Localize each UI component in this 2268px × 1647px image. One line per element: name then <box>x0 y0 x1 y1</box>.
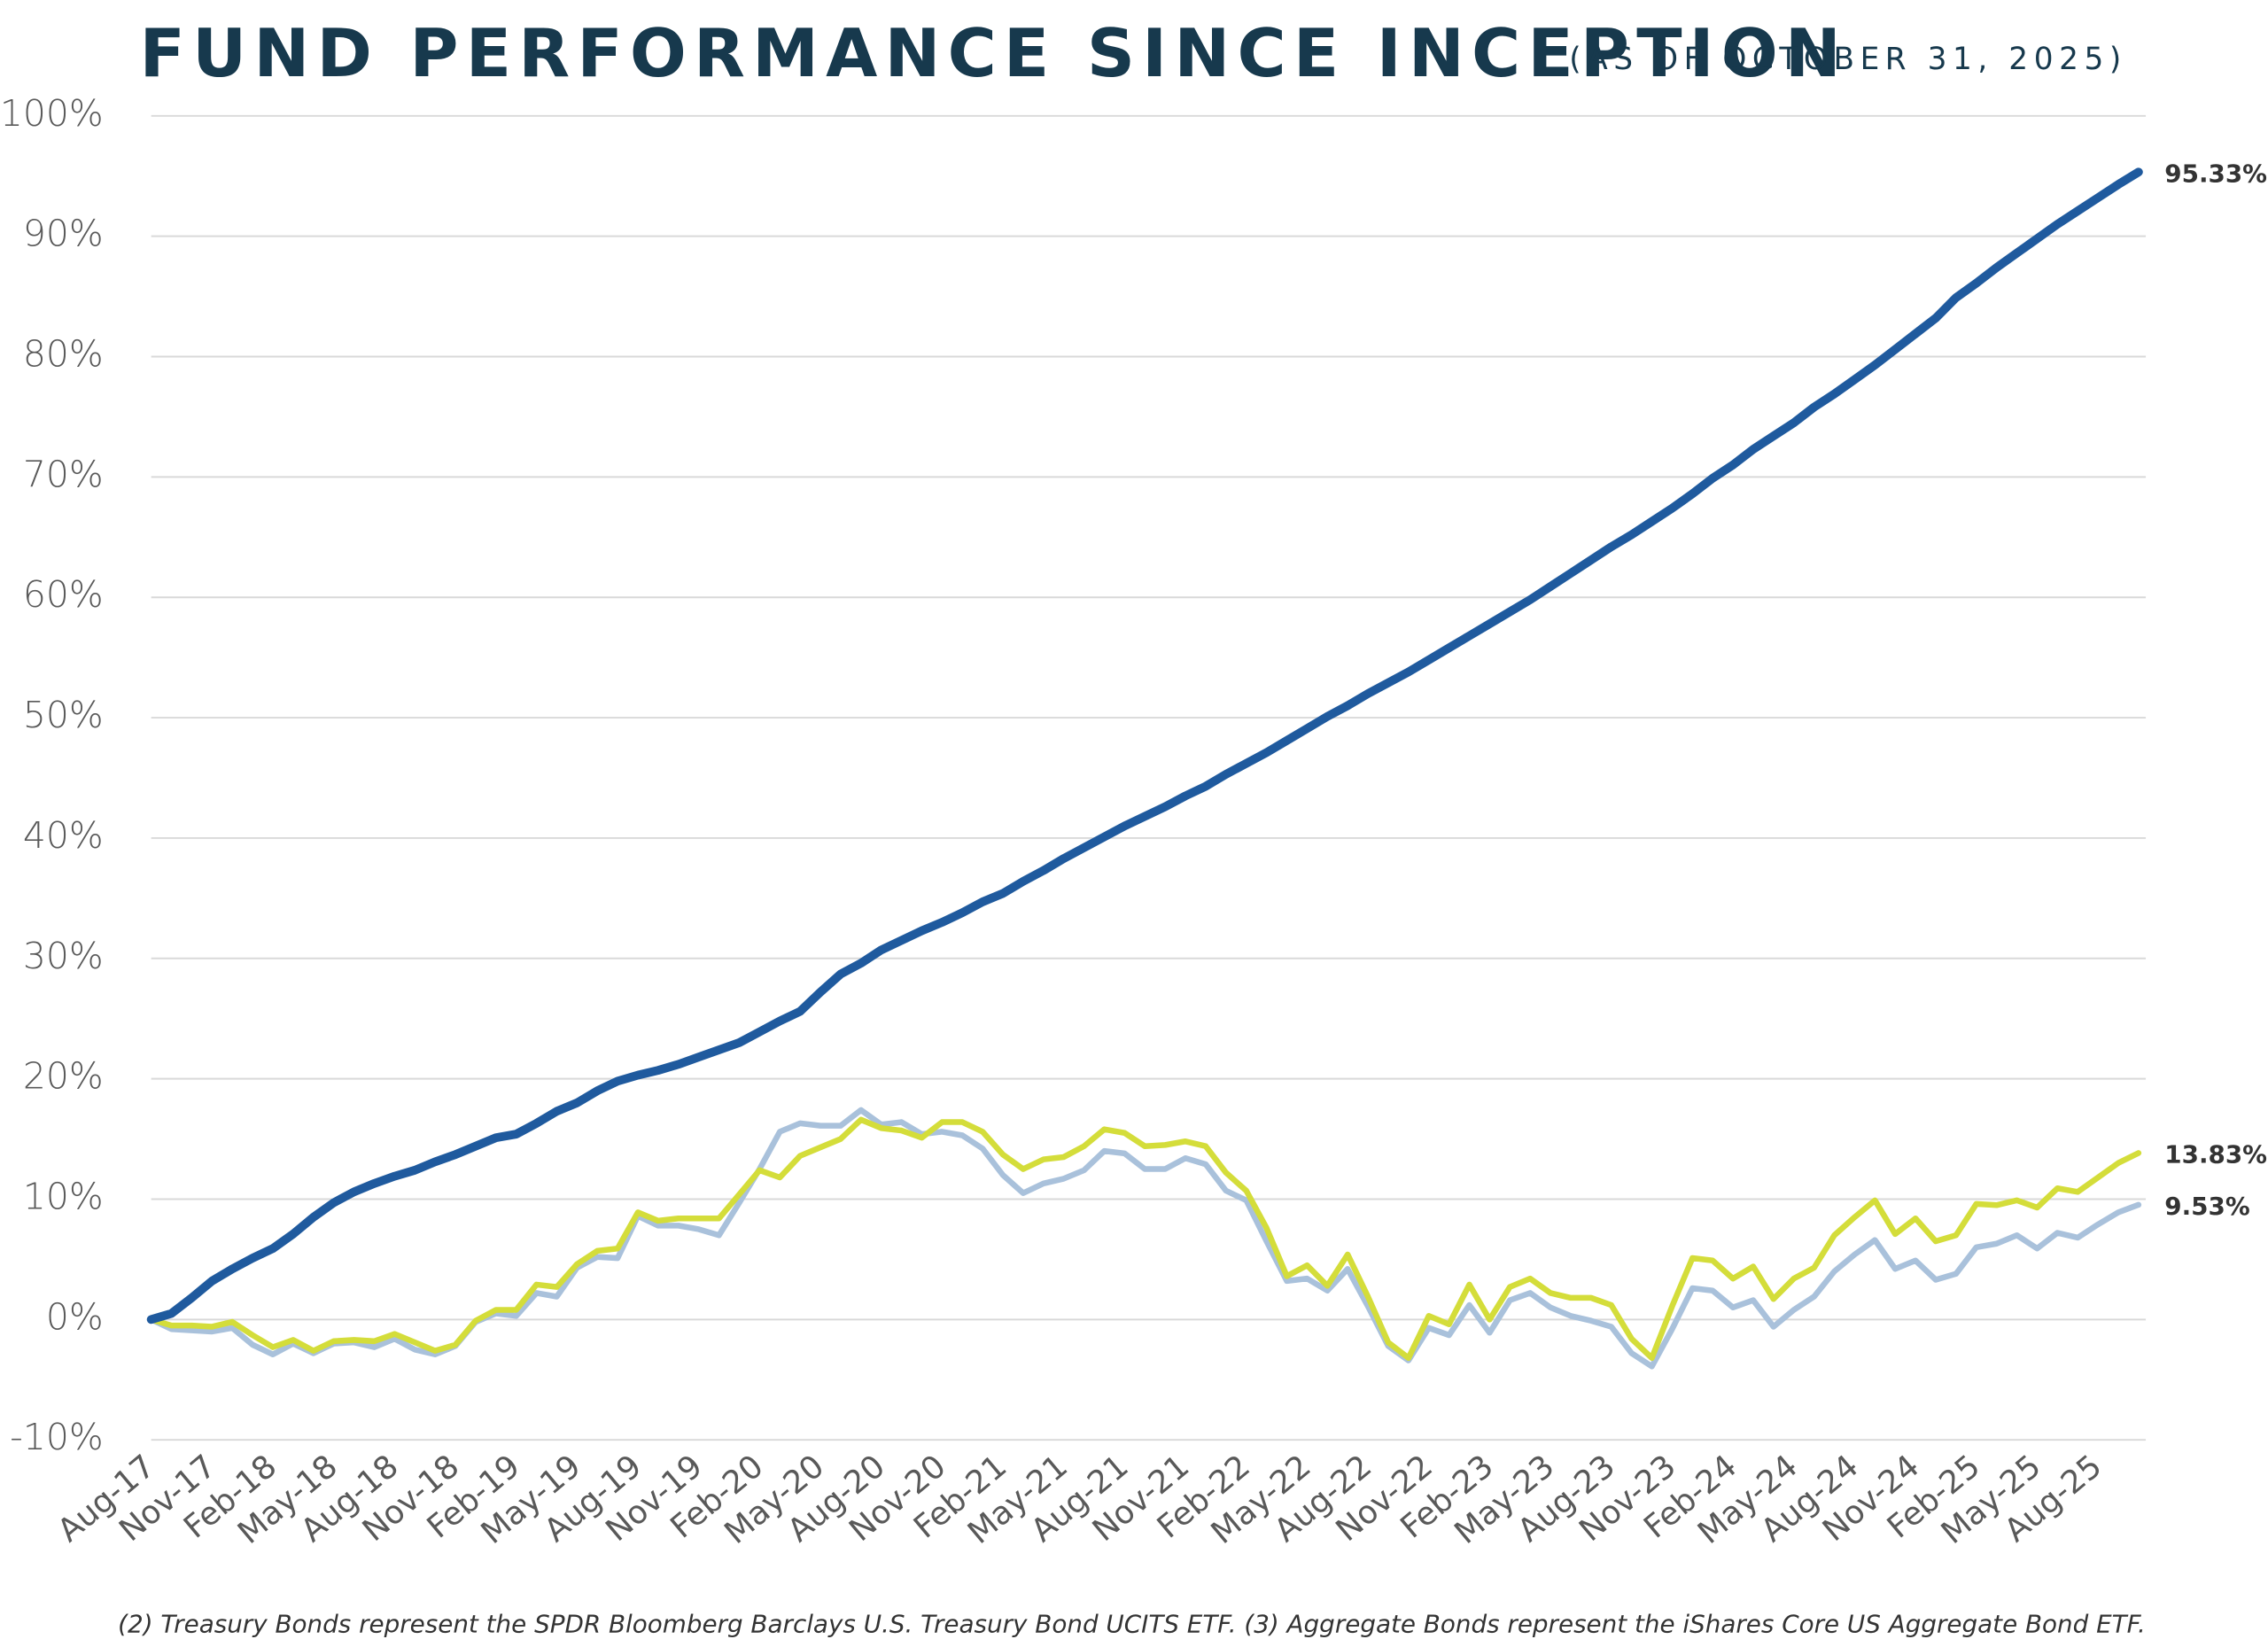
y-tick-label: 60% <box>23 573 104 616</box>
footnote: (2) Treasury Bonds represent the SPDR Bl… <box>118 1609 2146 1638</box>
y-tick-label: 50% <box>23 694 104 736</box>
y-tick-label: 70% <box>23 453 104 495</box>
end-label: 13.83% <box>2164 1140 2267 1169</box>
chart-subtitle: (AS OF OCTOBER 31, 2025) <box>1569 42 2126 77</box>
end-label: 9.53% <box>2164 1192 2249 1221</box>
y-tick-label: -10% <box>10 1416 104 1458</box>
y-tick-label: 80% <box>23 333 104 376</box>
y-tick-label: 90% <box>23 213 104 255</box>
y-tick-label: 100% <box>0 92 104 135</box>
end-label: 95.33% <box>2164 159 2267 189</box>
y-tick-label: 10% <box>23 1175 104 1217</box>
series-line <box>148 1116 2142 1362</box>
series-line <box>146 167 2143 1325</box>
y-tick-label: 40% <box>23 814 104 857</box>
chart-title: FUND PERFORMANCE SINCE INCEPTION <box>140 14 1848 92</box>
y-tick-label: 30% <box>23 935 104 977</box>
y-tick-label: 20% <box>23 1055 104 1098</box>
y-tick-label: 0% <box>46 1295 104 1338</box>
